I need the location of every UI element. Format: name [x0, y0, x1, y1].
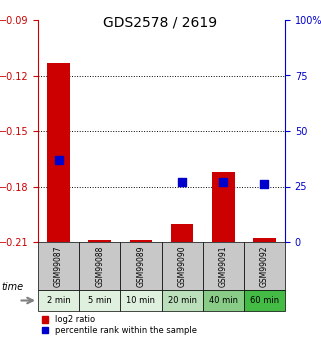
Text: GSM99087: GSM99087: [54, 245, 63, 287]
Point: [179, 179, 185, 185]
Bar: [212, 172, 235, 242]
Text: time: time: [2, 282, 24, 292]
Point: [262, 181, 267, 187]
Bar: [130, 240, 152, 242]
FancyBboxPatch shape: [120, 242, 161, 290]
FancyBboxPatch shape: [203, 290, 244, 311]
Text: 20 min: 20 min: [168, 296, 196, 305]
Text: 2 min: 2 min: [47, 296, 70, 305]
FancyBboxPatch shape: [203, 242, 244, 290]
Bar: [171, 224, 194, 242]
Legend: log2 ratio, percentile rank within the sample: log2 ratio, percentile rank within the s…: [42, 315, 197, 335]
FancyBboxPatch shape: [244, 242, 285, 290]
Text: GSM99089: GSM99089: [136, 245, 145, 287]
Bar: [253, 238, 276, 242]
Text: 60 min: 60 min: [250, 296, 279, 305]
Point: [221, 179, 226, 185]
Bar: [88, 240, 111, 242]
FancyBboxPatch shape: [161, 242, 203, 290]
FancyBboxPatch shape: [161, 290, 203, 311]
FancyBboxPatch shape: [79, 290, 120, 311]
Text: 5 min: 5 min: [88, 296, 112, 305]
FancyBboxPatch shape: [120, 290, 161, 311]
Text: GDS2578 / 2619: GDS2578 / 2619: [103, 16, 218, 30]
FancyBboxPatch shape: [244, 290, 285, 311]
Bar: [47, 62, 70, 242]
Text: 40 min: 40 min: [209, 296, 238, 305]
FancyBboxPatch shape: [38, 242, 79, 290]
Text: GSM99088: GSM99088: [95, 245, 104, 287]
FancyBboxPatch shape: [79, 242, 120, 290]
FancyBboxPatch shape: [38, 290, 79, 311]
Text: GSM99092: GSM99092: [260, 245, 269, 287]
Text: GSM99090: GSM99090: [178, 245, 187, 287]
Text: GSM99091: GSM99091: [219, 245, 228, 287]
Text: 10 min: 10 min: [126, 296, 155, 305]
Point: [56, 157, 61, 162]
